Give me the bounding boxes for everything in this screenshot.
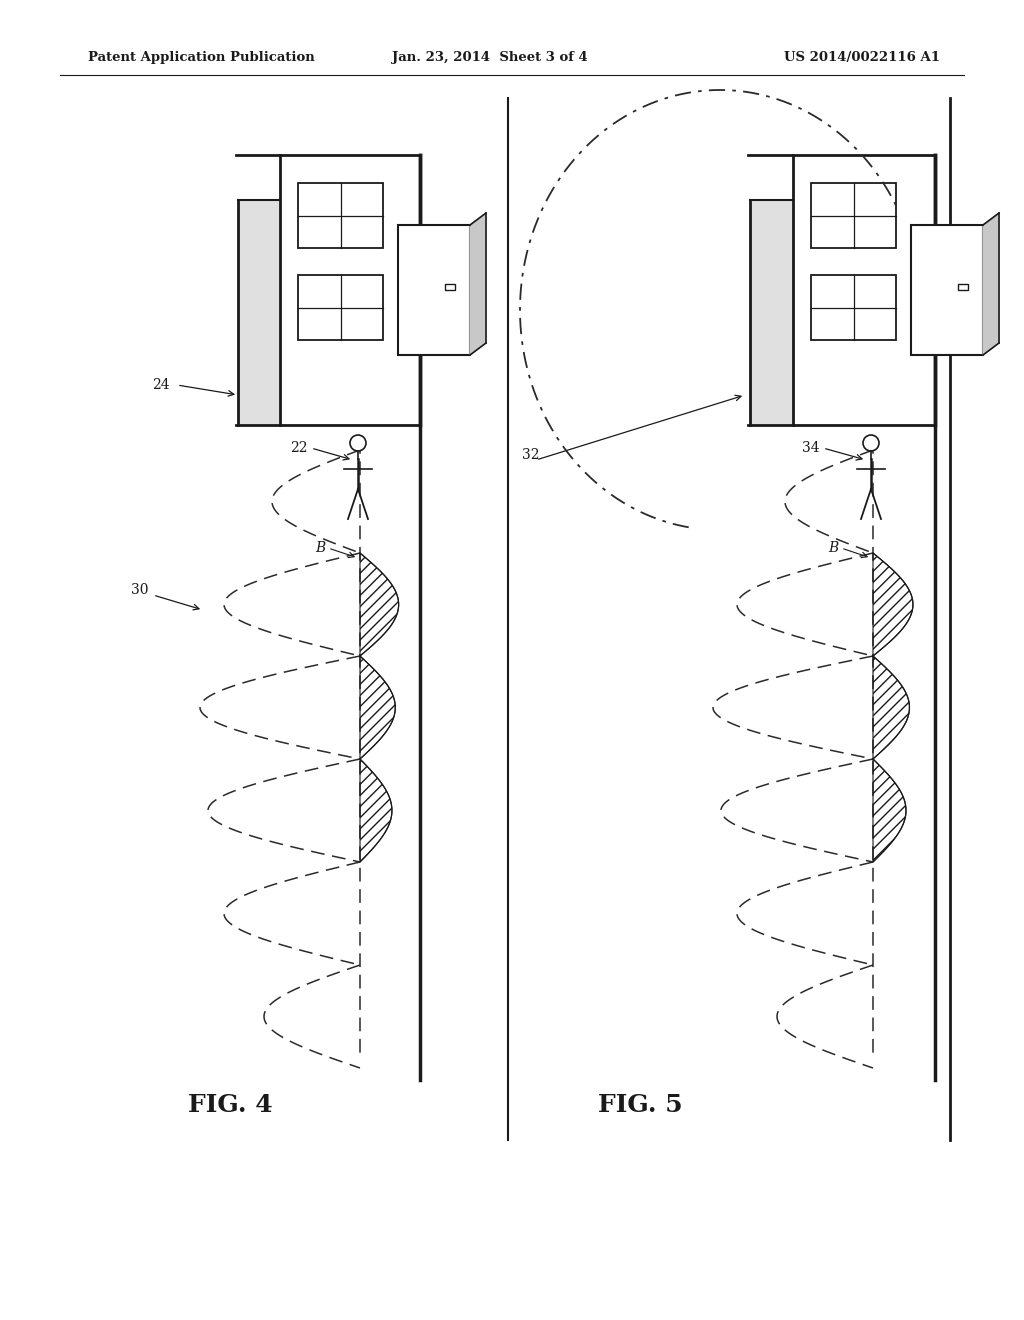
Text: B: B [314, 541, 325, 554]
Text: US 2014/0022116 A1: US 2014/0022116 A1 [784, 50, 940, 63]
Text: FIG. 4: FIG. 4 [187, 1093, 272, 1117]
Bar [238, 201, 280, 425]
Bar [811, 183, 896, 248]
Circle shape [863, 436, 879, 451]
Bar [298, 275, 383, 341]
Text: 22: 22 [291, 441, 308, 455]
Text: Patent Application Publication: Patent Application Publication [88, 50, 314, 63]
Bar [444, 284, 455, 290]
Polygon shape [470, 213, 486, 355]
Bar [793, 154, 935, 425]
Bar [911, 224, 983, 355]
Text: 30: 30 [130, 583, 148, 597]
Bar [398, 224, 470, 355]
Circle shape [350, 436, 366, 451]
Bar [811, 275, 896, 341]
Bar [280, 154, 420, 425]
Bar [957, 284, 968, 290]
Text: Jan. 23, 2014  Sheet 3 of 4: Jan. 23, 2014 Sheet 3 of 4 [392, 50, 588, 63]
Text: 32: 32 [522, 447, 540, 462]
Text: 34: 34 [803, 441, 820, 455]
Text: 24: 24 [153, 378, 170, 392]
Text: B: B [827, 541, 838, 554]
Polygon shape [983, 213, 999, 355]
Text: FIG. 5: FIG. 5 [598, 1093, 682, 1117]
Bar [298, 183, 383, 248]
Bar [750, 201, 793, 425]
